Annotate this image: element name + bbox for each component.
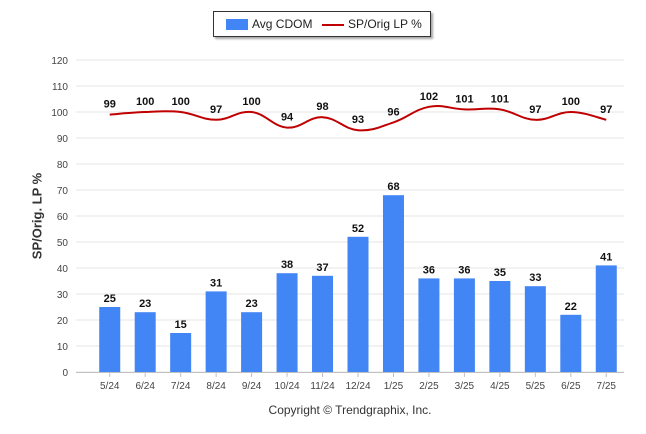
line-data-label: 101 [455, 93, 473, 105]
line-data-label: 99 [104, 99, 116, 111]
bar-data-label: 22 [565, 301, 577, 313]
line-series [109, 105, 607, 132]
bar-data-label: 23 [139, 298, 151, 310]
bar [489, 281, 511, 372]
legend-swatch-line [322, 24, 344, 26]
legend-swatch-bar [226, 19, 248, 30]
line-data-label: 100 [242, 96, 260, 108]
y-tick-label: 40 [57, 264, 69, 275]
x-tick-label: 9/24 [242, 381, 262, 392]
bar [453, 278, 475, 372]
line-data-label: 102 [420, 91, 438, 103]
x-tick-label: 8/24 [206, 381, 226, 392]
bar-data-label: 25 [104, 293, 116, 305]
legend-label-line: SP/Orig LP % [348, 17, 422, 31]
bar [560, 314, 582, 372]
bar-data-label: 52 [352, 223, 364, 235]
x-tick-label: 1/25 [384, 381, 404, 392]
line-data-label: 101 [491, 93, 509, 105]
line-data-label: 97 [600, 104, 612, 116]
x-tick-label: 12/24 [345, 381, 370, 392]
bar [418, 278, 440, 372]
bar [205, 291, 227, 372]
x-tick-label: 2/25 [419, 381, 439, 392]
bar-data-label: 68 [387, 181, 399, 193]
bar-data-label: 23 [245, 298, 257, 310]
bar-data-label: 41 [600, 251, 612, 263]
line-data-label: 96 [387, 106, 399, 118]
line-data-label: 93 [352, 114, 364, 126]
bar [595, 265, 617, 372]
y-tick-label: 20 [57, 316, 69, 327]
bar-data-label: 35 [494, 267, 506, 279]
y-tick-label: 70 [57, 186, 69, 197]
x-tick-label: 3/25 [455, 381, 475, 392]
x-tick-label: 11/24 [310, 381, 335, 392]
bar-data-label: 37 [316, 262, 328, 274]
bar [382, 195, 404, 372]
x-tick-label: 5/24 [100, 381, 120, 392]
line-data-label: 100 [171, 96, 189, 108]
line-data-label: 100 [136, 96, 154, 108]
bar-data-label: 31 [210, 277, 222, 289]
x-tick-label: 7/24 [171, 381, 191, 392]
x-tick-label: 5/25 [526, 381, 546, 392]
line-data-label: 97 [529, 104, 541, 116]
bar-data-label: 36 [458, 264, 470, 276]
bar-data-label: 15 [175, 319, 187, 331]
bar-data-label: 33 [529, 272, 541, 284]
legend-label-bar: Avg CDOM [252, 17, 313, 31]
y-axis-label: SP/Orig. LP % [29, 172, 45, 260]
bar [134, 312, 156, 372]
bar-data-label: 38 [281, 259, 293, 271]
bar [241, 312, 263, 372]
x-tick-label: 4/25 [490, 381, 510, 392]
bar [276, 273, 298, 372]
line-data-label: 100 [562, 96, 580, 108]
x-tick-label: 6/25 [561, 381, 581, 392]
y-tick-label: 90 [57, 134, 69, 145]
y-tick-label: 0 [62, 368, 68, 379]
bar [170, 333, 192, 372]
y-tick-label: 10 [57, 342, 69, 353]
y-tick-label: 110 [52, 82, 68, 93]
line-data-label: 98 [316, 101, 328, 113]
x-tick-label: 10/24 [275, 381, 300, 392]
legend: Avg CDOM SP/Orig LP % [213, 11, 431, 37]
y-tick-label: 120 [51, 56, 68, 67]
bar [347, 236, 369, 372]
bar [524, 286, 546, 372]
y-tick-label: 50 [57, 238, 69, 249]
line-data-label: 94 [281, 112, 294, 124]
y-tick-label: 30 [57, 290, 69, 301]
x-tick-label: 6/24 [135, 381, 155, 392]
bar [312, 275, 334, 372]
bar-data-label: 36 [423, 264, 435, 276]
y-tick-label: 100 [51, 108, 68, 119]
y-tick-label: 80 [57, 160, 69, 171]
y-tick-label: 60 [57, 212, 69, 223]
bar [99, 307, 121, 372]
copyright-text: Copyright © Trendgraphix, Inc. [268, 403, 432, 417]
x-tick-label: 7/25 [597, 381, 617, 392]
line-data-label: 97 [210, 104, 222, 116]
